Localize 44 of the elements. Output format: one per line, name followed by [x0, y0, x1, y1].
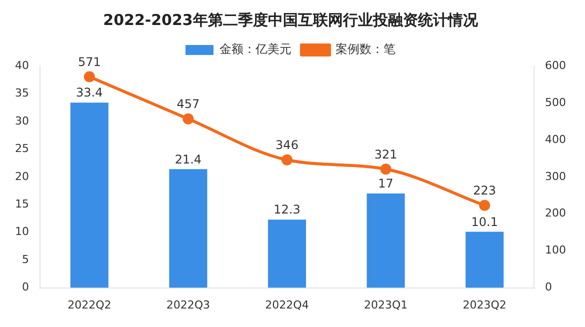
data-label: 17 — [378, 176, 394, 191]
y2-tick-label: 300 — [545, 170, 566, 183]
x-tick-label: 2023Q1 — [364, 298, 408, 312]
bar — [70, 102, 108, 288]
y2-tick-label: 400 — [545, 132, 566, 146]
data-label: 346 — [276, 138, 298, 152]
y2-tick-label: 200 — [545, 206, 566, 220]
data-label: 10.1 — [471, 214, 498, 229]
x-tick-label: 2022Q3 — [166, 298, 210, 312]
point — [84, 71, 95, 82]
y-tick-label: 5 — [22, 252, 29, 266]
point — [380, 164, 392, 175]
bar — [366, 194, 405, 288]
y2-tick-label: 600 — [545, 58, 566, 72]
y2-tick-label: 0 — [545, 280, 552, 294]
y-tick-label: 40 — [14, 58, 29, 72]
point — [182, 113, 194, 124]
data-label: 223 — [473, 183, 496, 198]
chart-title: 2022-2023年第二季度中国互联网行业投融资统计情况 — [103, 10, 479, 29]
legend-label: 金额：亿美元 — [220, 42, 292, 56]
x-tick-label: 2023Q2 — [462, 298, 506, 312]
y-tick-label: 15 — [14, 197, 29, 210]
x-tick-label: 2022Q4 — [265, 298, 309, 312]
data-label: 33.4 — [76, 86, 103, 100]
y-tick-label: 30 — [14, 114, 29, 128]
y2-tick-label: 500 — [545, 96, 566, 109]
y-tick-label: 20 — [14, 170, 29, 183]
y-tick-label: 0 — [22, 280, 29, 294]
bar — [466, 232, 504, 288]
bar — [268, 220, 306, 288]
data-label: 12.3 — [274, 202, 300, 217]
y-tick-label: 10 — [14, 225, 29, 238]
legend-label: 案例数：笔 — [336, 42, 396, 56]
data-label: 321 — [374, 147, 398, 162]
point — [282, 154, 292, 166]
y-tick-label: 25 — [14, 142, 29, 156]
data-label: 21.4 — [174, 152, 202, 166]
x-tick-label: 2022Q2 — [68, 298, 112, 312]
y2-tick-label: 100 — [545, 244, 566, 257]
data-label: 457 — [176, 96, 200, 111]
point — [479, 200, 490, 211]
data-label: 571 — [78, 54, 101, 69]
y-tick-label: 35 — [14, 86, 29, 100]
bar — [169, 169, 208, 288]
